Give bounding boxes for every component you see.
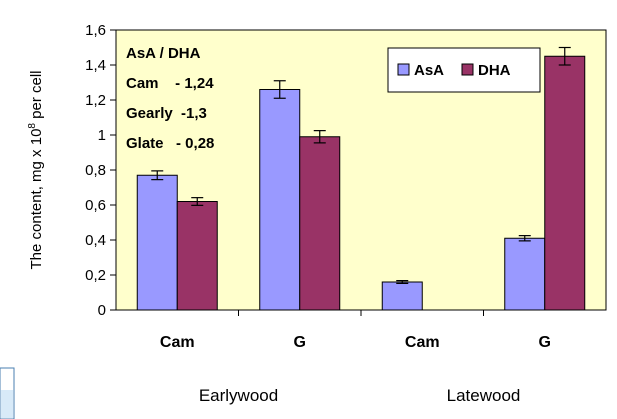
x-tick-label: Cam <box>405 334 440 351</box>
y-axis-label: The content, mg x 108 per cell <box>27 70 45 269</box>
y-tick-label: 0,2 <box>85 267 106 284</box>
group-label: Latewood <box>447 386 521 405</box>
error-bar <box>151 170 164 181</box>
bar-asa <box>381 281 423 311</box>
legend-label-asa: AsA <box>414 62 444 79</box>
annotation-line: Cam - 1,24 <box>126 75 214 92</box>
x-tick-label: G <box>539 334 551 351</box>
window-edge-fill <box>1 390 13 418</box>
y-tick-label: 1,6 <box>85 22 106 39</box>
y-tick-label: 1,4 <box>85 57 106 74</box>
y-tick-label: 1 <box>98 127 106 144</box>
bar-dha <box>299 136 341 311</box>
bar-dha <box>176 201 218 311</box>
legend-swatch-asa <box>397 63 410 76</box>
bar-asa <box>136 174 178 311</box>
y-axis: 0 0,2 0,4 0,6 0,8 1 1,2 1,4 1,6 <box>85 22 116 319</box>
x-axis: Cam G Cam G <box>160 310 551 351</box>
error-bar <box>558 46 571 66</box>
error-bar <box>518 235 531 242</box>
error-bar <box>273 80 286 99</box>
y-axis-label-exponent: 8 <box>27 123 38 129</box>
y-tick-label: 1,2 <box>85 92 106 109</box>
bar-asa <box>259 89 301 311</box>
y-axis-label-prefix: The content, mg x 10 <box>28 129 45 270</box>
error-bar <box>313 130 326 144</box>
annotation: AsA / DHA Cam - 1,24 Gearly -1,3 Glate -… <box>126 45 214 152</box>
group-label: Earlywood <box>199 386 278 405</box>
x-tick-label: Cam <box>160 334 195 351</box>
error-bar <box>396 280 409 284</box>
legend-swatch-dha <box>461 63 474 76</box>
legend-label-dha: DHA <box>478 62 511 79</box>
bar-dha <box>544 55 586 311</box>
legend: AsA DHA <box>387 47 541 93</box>
x-tick-label: G <box>294 334 306 351</box>
annotation-line: Gearly -1,3 <box>126 105 207 122</box>
y-tick-label: 0 <box>98 302 106 319</box>
y-tick-label: 0,4 <box>85 232 106 249</box>
bar-asa <box>504 237 546 311</box>
bars <box>136 46 586 311</box>
y-tick-label: 0,6 <box>85 197 106 214</box>
y-axis-label-suffix: per cell <box>28 70 45 123</box>
annotation-line: AsA / DHA <box>126 45 201 62</box>
partial-window-edge <box>0 367 15 419</box>
error-bar <box>191 197 204 206</box>
y-tick-label: 0,8 <box>85 162 106 179</box>
group-labels: Earlywood Latewood <box>199 386 521 405</box>
annotation-line: Glate - 0,28 <box>126 135 214 152</box>
